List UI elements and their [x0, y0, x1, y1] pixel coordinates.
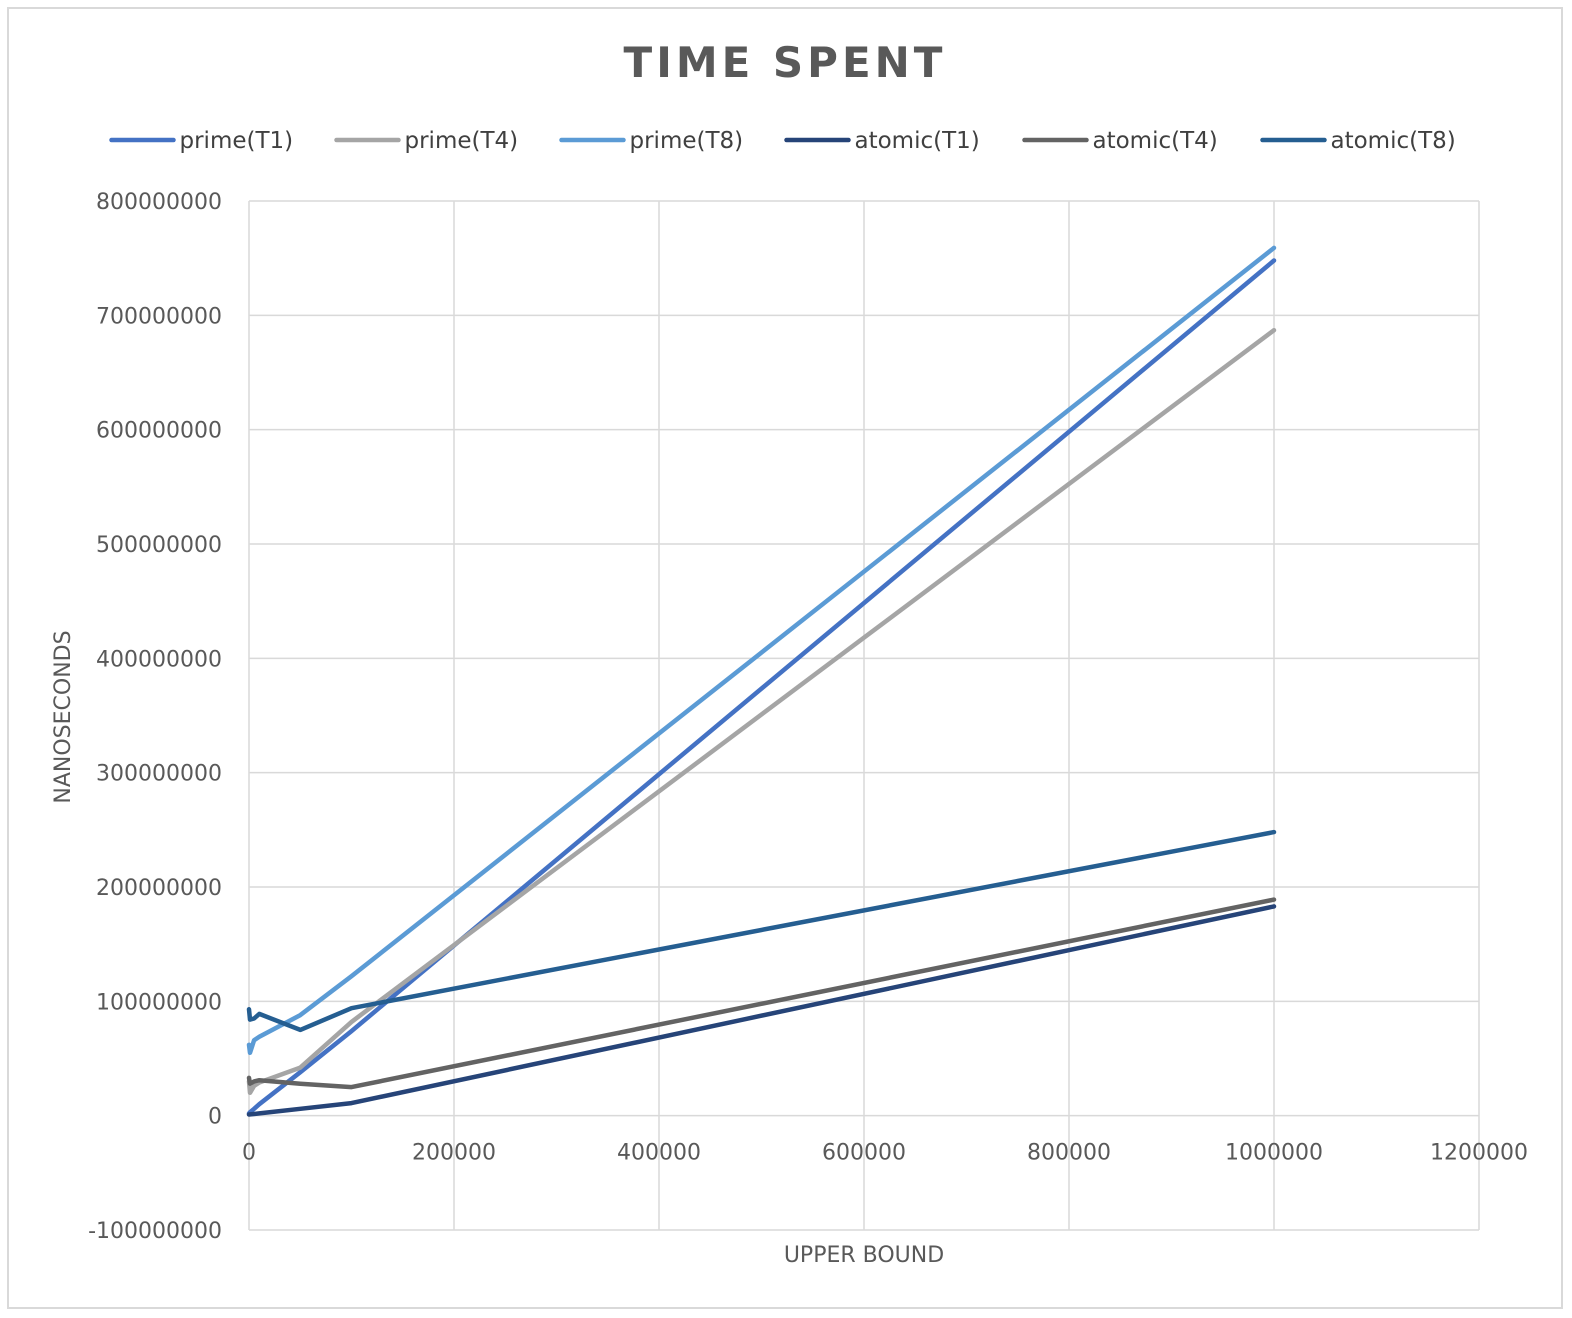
series-lines — [246, 245, 1277, 1117]
legend-label: prime(T4) — [405, 128, 519, 154]
y-tick-label: 600000000 — [96, 419, 222, 444]
x-tick-label: 1000000 — [1225, 1141, 1323, 1166]
legend-item-atomic-t8: atomic(T8) — [1260, 128, 1456, 154]
y-tick-label: 700000000 — [96, 304, 222, 329]
legend-item-prime-t1: prime(T1) — [109, 128, 294, 154]
series-line-atomic-t8 — [246, 829, 1277, 1033]
legend-label: prime(T8) — [630, 128, 744, 154]
x-tick-label: 600000 — [822, 1141, 906, 1166]
legend-item-atomic-t1: atomic(T1) — [784, 128, 980, 154]
y-tick-label: -100000000 — [88, 1219, 222, 1244]
series-line-prime-t8 — [246, 245, 1277, 1056]
y-tick-label: 0 — [208, 1105, 222, 1130]
y-axis-ticks: -100000000 0 100000000 200000000 300000000 40… — [88, 190, 222, 1244]
legend-label: prime(T1) — [180, 128, 294, 154]
y-tick-label: 800000000 — [96, 190, 222, 215]
gridlines — [248, 200, 1480, 1231]
x-tick-label: 200000 — [412, 1141, 496, 1166]
y-axis-title: NANOSECONDS — [51, 630, 76, 803]
legend-label: atomic(T4) — [1093, 128, 1218, 154]
series-line-atomic-t4 — [246, 897, 1277, 1090]
y-tick-label: 100000000 — [96, 990, 222, 1015]
chart-title: TIME SPENT — [624, 38, 947, 87]
y-tick-label: 300000000 — [96, 762, 222, 787]
legend-label: atomic(T1) — [855, 128, 980, 154]
legend-item-prime-t8: prime(T8) — [559, 128, 744, 154]
x-tick-label: 800000 — [1027, 1141, 1111, 1166]
y-tick-label: 400000000 — [96, 647, 222, 672]
y-tick-label: 200000000 — [96, 876, 222, 901]
series-line-atomic-t1 — [246, 904, 1277, 1117]
x-axis-title: UPPER BOUND — [784, 1243, 944, 1268]
x-axis-ticks: 0 200000 400000 600000 800000 1000000 1200000 — [242, 1141, 1528, 1166]
x-tick-label: 0 — [242, 1141, 256, 1166]
legend: prime(T1) prime(T4) prime(T8) atomic(T1) ato… — [109, 128, 1456, 154]
series-line-prime-t4 — [246, 327, 1277, 1096]
legend-item-atomic-t4: atomic(T4) — [1022, 128, 1218, 154]
x-tick-label: 1200000 — [1430, 1141, 1528, 1166]
legend-item-prime-t4: prime(T4) — [334, 128, 519, 154]
x-tick-label: 400000 — [617, 1141, 701, 1166]
y-tick-label: 500000000 — [96, 533, 222, 558]
legend-label: atomic(T8) — [1331, 128, 1456, 154]
